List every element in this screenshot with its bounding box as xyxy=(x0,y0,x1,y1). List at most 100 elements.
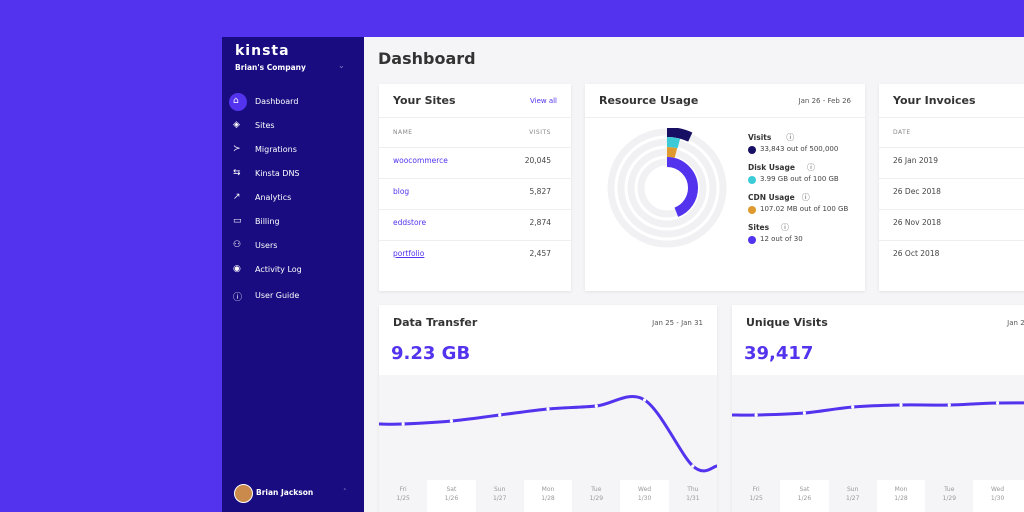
day-column xyxy=(427,480,476,512)
trend-point xyxy=(691,464,695,468)
invoice-date: 26 Dec 2018 xyxy=(893,187,941,196)
day-label: Fri xyxy=(399,486,407,493)
resource-card: Resource Usage Jan 26 - Feb 26 Visits ⓘ 33… xyxy=(585,84,865,291)
day-column xyxy=(475,480,524,512)
date-label: 1/25 xyxy=(396,495,410,502)
period: Jan 25 - Jan 31 xyxy=(1007,319,1024,327)
invoice-date: 26 Nov 2018 xyxy=(893,218,942,227)
column-header: NAME xyxy=(393,129,413,136)
day-label: Wed xyxy=(638,486,652,493)
company[interactable]: Brian's Company xyxy=(235,63,306,72)
site-link[interactable]: woocommerce xyxy=(393,156,448,165)
nav-icon: ⌂ xyxy=(233,96,239,106)
usage-detail: 33,843 out of 500,000 xyxy=(760,145,839,153)
user-name[interactable]: Brian Jackson xyxy=(256,488,314,497)
date-label: 1/27 xyxy=(845,495,860,502)
help-icon[interactable]: ⓘ xyxy=(781,223,789,232)
trend-point xyxy=(851,405,855,409)
trend-point xyxy=(995,401,1000,405)
card-title: Your Invoices xyxy=(893,94,976,107)
site-link[interactable]: eddstore xyxy=(393,218,427,227)
usage-name: Disk Usage xyxy=(748,163,795,172)
disk-arc xyxy=(616,137,718,239)
usage-name: Visits xyxy=(748,133,772,142)
site-visits: 2,457 xyxy=(529,249,551,258)
period: Jan 26 - Feb 26 xyxy=(798,97,851,105)
invoice-date: 26 Oct 2018 xyxy=(893,249,940,258)
nav-item[interactable]: Analytics xyxy=(255,193,292,202)
trend-point xyxy=(947,403,951,407)
divider xyxy=(879,209,1024,210)
help-icon[interactable]: ⓘ xyxy=(786,133,795,142)
view-all[interactable]: View all xyxy=(529,97,557,105)
date-label: 1/28 xyxy=(541,495,555,502)
line-chart xyxy=(379,395,717,473)
nav-item[interactable]: Activity Log xyxy=(255,265,302,274)
help-icon[interactable]: ⓘ xyxy=(801,193,810,202)
day-column xyxy=(379,480,428,512)
dropdown-icon[interactable]: ⌄ xyxy=(338,61,345,70)
invoices-card: Your Invoices DATE 26 Jan 2019 26 Dec 201… xyxy=(879,84,1024,291)
nav-item[interactable]: Billing xyxy=(255,217,280,226)
nav-item[interactable]: Kinsta DNS xyxy=(255,169,300,178)
help-icon[interactable]: ⓘ xyxy=(807,163,815,172)
nav-icon: ≻ xyxy=(233,144,241,154)
nav-icon: ⚇ xyxy=(233,240,242,250)
nav-item[interactable]: Migrations xyxy=(255,145,297,154)
sites-arc xyxy=(636,157,698,219)
divider xyxy=(879,117,1024,118)
date-label: 1/29 xyxy=(589,495,604,502)
day-label: Sun xyxy=(493,486,506,493)
cdn-arc xyxy=(626,147,708,229)
date-label: 1/30 xyxy=(637,495,652,502)
nav-item[interactable]: Sites xyxy=(255,121,275,130)
nav-item[interactable]: Dashboard xyxy=(255,97,299,106)
nav-item[interactable]: Users xyxy=(255,241,278,250)
day-label: Tue xyxy=(944,486,955,493)
card-title: Resource Usage xyxy=(599,94,699,107)
nav-icon: ↗ xyxy=(233,192,241,202)
day-label: Sat xyxy=(799,486,810,493)
nav-icon: ⇆ xyxy=(233,168,241,178)
total: 39,417 xyxy=(744,343,814,364)
app-window: kinsta Brian's Company ⌄ Brian Jackson ˄… xyxy=(222,37,1024,512)
active-indicator xyxy=(229,93,247,111)
site-link[interactable]: portfolio xyxy=(393,249,425,258)
brand: kinsta xyxy=(235,43,290,59)
invoice-date: 26 Jan 2019 xyxy=(893,156,938,165)
line-chart xyxy=(732,401,1024,417)
date-label: 1/30 xyxy=(990,495,1005,502)
nav-item[interactable]: User Guide xyxy=(255,291,300,300)
site-visits: 20,045 xyxy=(524,156,551,165)
column-header: DATE xyxy=(893,129,911,136)
card-title: Your Sites xyxy=(393,94,456,107)
column-header: VISITS xyxy=(529,129,551,136)
trend-point xyxy=(802,411,807,415)
divider xyxy=(879,178,1024,179)
card-title: Unique Visits xyxy=(746,316,828,329)
divider xyxy=(379,178,571,179)
usage-rings xyxy=(607,128,727,248)
nav-icon: ▭ xyxy=(233,216,242,226)
usage-dot xyxy=(748,236,756,244)
day-column xyxy=(572,480,621,512)
divider xyxy=(379,147,571,148)
chart-area xyxy=(732,375,1024,480)
day-label: Sat xyxy=(446,486,457,493)
expand-icon[interactable]: ˄ xyxy=(343,488,347,496)
site-link[interactable]: blog xyxy=(393,187,410,196)
site-visits: 2,874 xyxy=(529,218,551,227)
day-column xyxy=(620,480,669,512)
trend-point xyxy=(642,398,647,402)
divider xyxy=(379,117,571,118)
sites-card: Your Sites View all NAME VISITS woocomme… xyxy=(379,84,571,291)
day-column xyxy=(925,480,974,512)
trend-point xyxy=(754,413,758,417)
trend-point xyxy=(546,407,550,411)
trend-point xyxy=(899,403,903,407)
divider xyxy=(379,209,571,210)
usage-dot xyxy=(748,146,756,154)
usage-dot xyxy=(748,176,756,184)
divider xyxy=(379,240,571,241)
day-column xyxy=(780,480,829,512)
